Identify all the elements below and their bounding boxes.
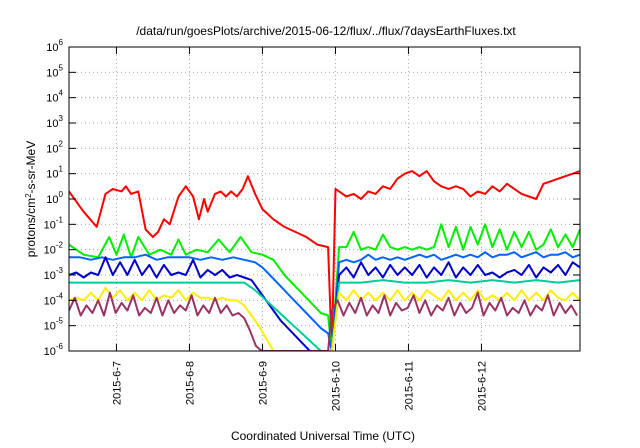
y-tick-base: 10 xyxy=(46,42,58,54)
y-tick-label: 101 xyxy=(46,165,63,181)
y-tick-exponent: 0 xyxy=(59,190,64,199)
x-tick-label: 2015-6-11 xyxy=(403,361,415,410)
series-line-purple xyxy=(69,291,578,351)
chart-title: /data/run/goesPlots/archive/2015-06-12/f… xyxy=(136,24,516,38)
y-tick-base: 10 xyxy=(44,346,56,358)
y-tick-exponent: -2 xyxy=(56,241,64,250)
series-line-green xyxy=(69,223,580,351)
x-axis: 2015-6-7 2015-6-8 2015-6-9 2015-6-10 2015-6-… xyxy=(111,47,488,411)
y-label-rest: -s-sr-MeV xyxy=(24,141,38,194)
x-tick-label: 2015-6-8 xyxy=(184,361,196,405)
series-layer xyxy=(69,170,580,351)
y-tick-label: 104 xyxy=(46,89,63,105)
series-line-yellow xyxy=(69,286,580,351)
y-tick-label: 10-2 xyxy=(44,241,64,257)
y-tick-exponent: -1 xyxy=(56,215,64,224)
y-tick-base: 10 xyxy=(44,245,56,257)
y-tick-label: 10-6 xyxy=(44,342,64,358)
y-tick-label: 10-5 xyxy=(44,317,64,333)
y-tick-base: 10 xyxy=(46,67,58,79)
y-tick-base: 10 xyxy=(44,219,56,231)
y-tick-label: 102 xyxy=(46,139,63,155)
y-tick-exponent: 4 xyxy=(59,89,64,98)
y-tick-base: 10 xyxy=(44,295,56,307)
y-tick-base: 10 xyxy=(46,118,58,130)
y-label-sup: 2 xyxy=(24,193,33,198)
y-tick-exponent: 2 xyxy=(59,139,64,148)
x-tick-label: 2015-6-12 xyxy=(476,361,488,411)
y-tick-base: 10 xyxy=(46,169,58,181)
x-tick-label: 2015-6-9 xyxy=(257,361,269,405)
y-tick-base: 10 xyxy=(46,93,58,105)
y-axis-label: protons/cm2-s-sr-MeV xyxy=(24,141,38,257)
series-line-red xyxy=(69,170,580,351)
y-tick-exponent: 3 xyxy=(59,114,64,123)
y-tick-exponent: 6 xyxy=(59,38,64,47)
y-tick-exponent: -5 xyxy=(56,317,64,326)
series-line-blue_dark xyxy=(69,256,580,351)
y-tick-label: 100 xyxy=(46,190,63,206)
y-tick-label: 10-4 xyxy=(44,291,64,307)
y-tick-exponent: 5 xyxy=(59,63,64,72)
x-axis-label: Coordinated Universal Time (UTC) xyxy=(231,429,415,443)
y-tick-label: 10-3 xyxy=(44,266,64,282)
y-tick-base: 10 xyxy=(46,143,58,155)
y-tick-exponent: -4 xyxy=(56,291,64,300)
series-line-blue_light xyxy=(69,251,580,351)
x-tick-label: 2015-6-10 xyxy=(330,361,342,411)
y-tick-label: 106 xyxy=(46,38,63,54)
y-tick-exponent: -3 xyxy=(56,266,64,275)
y-tick-base: 10 xyxy=(44,270,56,282)
y-axis: 10610510410310210110010-110-210-310-410-… xyxy=(44,38,580,358)
y-tick-label: 10-1 xyxy=(44,215,64,231)
y-tick-base: 10 xyxy=(44,321,56,333)
y-tick-base: 10 xyxy=(46,194,58,206)
y-label-base: protons/cm xyxy=(24,198,38,257)
series-line-teal xyxy=(69,279,580,351)
x-tick-label: 2015-6-7 xyxy=(111,361,123,405)
y-tick-label: 103 xyxy=(46,114,63,130)
y-tick-label: 105 xyxy=(46,63,63,79)
y-tick-exponent: -6 xyxy=(56,342,64,351)
y-tick-exponent: 1 xyxy=(59,165,64,174)
